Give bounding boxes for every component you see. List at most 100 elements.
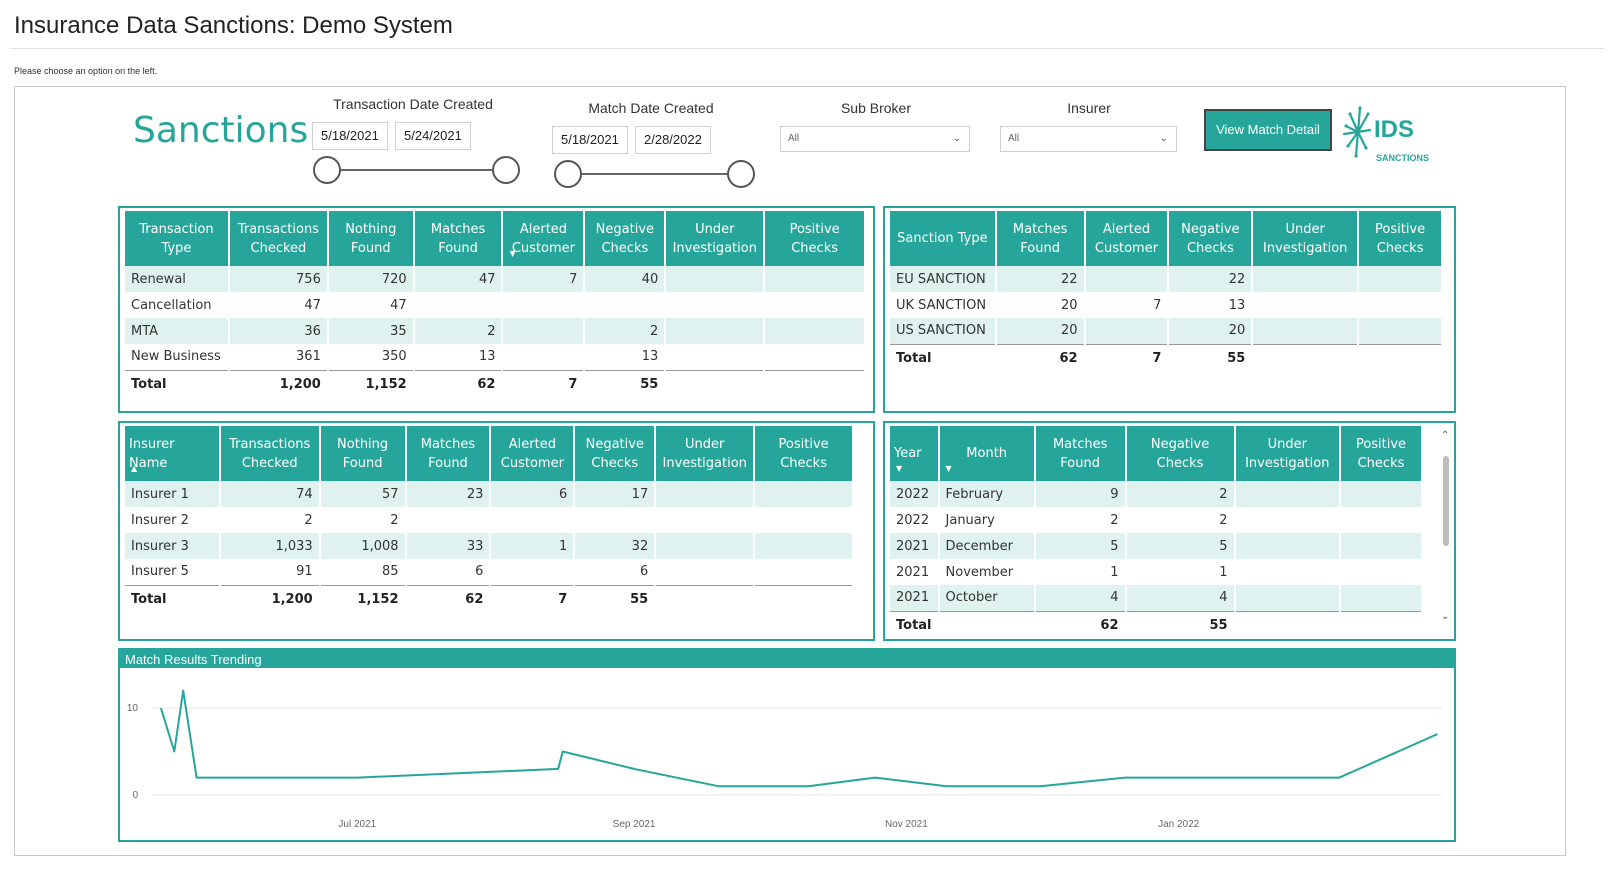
match-date-end-input[interactable]: 2/28/2022 [635, 126, 711, 154]
table-cell: 9 [1034, 481, 1127, 507]
table-cell [665, 266, 766, 292]
ids-sanctions-logo: IDS SANCTIONS [1340, 100, 1440, 166]
table-cell [754, 481, 854, 507]
view-match-detail-button[interactable]: View Match Detail [1204, 109, 1332, 151]
col-header-sorted[interactable]: Month ▼ [938, 426, 1036, 481]
table-row[interactable]: Insurer 2 2 2 [125, 507, 854, 533]
col-header[interactable]: Sanction Type [890, 211, 997, 266]
scroll-up-icon[interactable]: ⌃ [1441, 430, 1450, 441]
table-cell: 55 [1168, 343, 1254, 372]
table-cell: 62 [405, 584, 492, 613]
table-cell [1358, 343, 1443, 372]
table-cell: 1,033 [219, 533, 321, 559]
table-cell: 47 [228, 292, 329, 318]
col-header[interactable]: Transaction Type [125, 211, 230, 266]
table-cell: 4 [1034, 585, 1127, 611]
table-cell: 55 [574, 584, 657, 613]
col-header[interactable]: Positive Checks [754, 426, 854, 481]
match-date-start-handle[interactable] [554, 160, 582, 188]
table-row[interactable]: Renewal 756 720 47 7 40 [125, 266, 866, 292]
sort-desc-icon: ▼ [945, 464, 952, 473]
table-cell: 7 [1084, 343, 1170, 372]
transaction-date-start-handle[interactable] [313, 156, 341, 184]
table-row[interactable]: Insurer 5 91 85 6 6 [125, 559, 854, 585]
col-header[interactable]: Negative Checks [1125, 426, 1236, 481]
table-cell: 85 [319, 559, 407, 585]
scroll-down-icon[interactable]: ⌄ [1441, 611, 1450, 622]
table-cell: 35 [327, 318, 415, 344]
table-cell: 1,200 [219, 584, 321, 613]
col-header[interactable]: Matches Found [413, 211, 504, 266]
total-row: Total 1,200 1,152 62 7 55 [125, 369, 866, 398]
table-cell [1358, 318, 1443, 344]
transaction-date-end-input[interactable]: 5/24/2021 [395, 122, 471, 150]
table-cell: 57 [319, 481, 407, 507]
year-month-scrollbar[interactable]: ⌃ ⌄ [1440, 428, 1452, 624]
match-date-start-input[interactable]: 5/18/2021 [552, 126, 628, 154]
table-row[interactable]: Cancellation 47 47 [125, 292, 866, 318]
table-row[interactable]: 2021 November 1 1 [890, 559, 1423, 585]
table-cell: 5 [1034, 533, 1127, 559]
col-header[interactable]: Alerted Customer [490, 426, 576, 481]
table-cell [665, 369, 766, 398]
table-row[interactable]: US SANCTION 20 20 [890, 318, 1443, 344]
col-header[interactable]: Under Investigation [665, 211, 766, 266]
table-row[interactable]: 2021 December 5 5 [890, 533, 1423, 559]
table-cell: 91 [219, 559, 321, 585]
insurer-dropdown[interactable]: All ⌄ [1000, 126, 1177, 152]
col-header[interactable]: Positive Checks [764, 211, 866, 266]
y-tick-label: 0 [132, 790, 138, 801]
col-header[interactable]: Nothing Found [319, 426, 407, 481]
table-row[interactable]: New Business 361 350 13 13 [125, 344, 866, 370]
table-cell: 20 [995, 292, 1086, 318]
table-cell: Renewal [125, 266, 230, 292]
col-header[interactable]: Negative Checks [574, 426, 657, 481]
col-header[interactable]: Matches Found [995, 211, 1086, 266]
match-date-slider-track[interactable] [568, 173, 742, 175]
transaction-date-end-handle[interactable] [492, 156, 520, 184]
col-header[interactable]: Alerted Customer [1084, 211, 1170, 266]
table-row[interactable]: EU SANCTION 22 22 [890, 266, 1443, 292]
table-row[interactable]: Insurer 1 74 57 23 6 17 [125, 481, 854, 507]
table-cell: 6 [405, 559, 492, 585]
y-tick-label: 10 [127, 703, 139, 714]
sub-broker-dropdown[interactable]: All ⌄ [780, 126, 970, 152]
col-header-sorted[interactable]: Alerted Customer ▼ [502, 211, 586, 266]
match-date-end-handle[interactable] [727, 160, 755, 188]
table-cell [665, 318, 766, 344]
col-header[interactable]: Under Investigation [1234, 426, 1342, 481]
table-cell: 62 [413, 369, 504, 398]
table-cell [665, 344, 766, 370]
col-header-sorted[interactable]: Insurer Name ▲ [125, 426, 221, 481]
col-header[interactable]: Negative Checks [584, 211, 667, 266]
col-header[interactable]: Under Investigation [655, 426, 756, 481]
table-cell [405, 507, 492, 533]
col-header[interactable]: Positive Checks [1340, 426, 1423, 481]
table-cell [1340, 481, 1423, 507]
table-row[interactable]: 2022 January 2 2 [890, 507, 1423, 533]
scrollbar-thumb[interactable] [1443, 456, 1449, 546]
table-cell: 74 [219, 481, 321, 507]
table-row[interactable]: MTA 36 35 2 2 [125, 318, 866, 344]
col-header[interactable]: Matches Found [405, 426, 492, 481]
col-header-sorted[interactable]: Year ▼ [890, 426, 940, 481]
col-header[interactable]: Transactions Checked [228, 211, 329, 266]
table-cell [1340, 559, 1423, 585]
col-header[interactable]: Transactions Checked [219, 426, 321, 481]
col-header[interactable]: Negative Checks [1168, 211, 1254, 266]
table-row[interactable]: 2022 February 9 2 [890, 481, 1423, 507]
table-row[interactable]: UK SANCTION 20 7 13 [890, 292, 1443, 318]
table-cell: 2 [219, 507, 321, 533]
transaction-type-table: Transaction Type Transactions Checked No… [125, 211, 866, 398]
col-header[interactable]: Matches Found [1034, 426, 1127, 481]
table-cell: 7 [1084, 292, 1170, 318]
table-cell: 32 [574, 533, 657, 559]
transaction-date-start-input[interactable]: 5/18/2021 [312, 122, 388, 150]
col-header[interactable]: Nothing Found [327, 211, 415, 266]
transaction-date-slider-track[interactable] [328, 169, 506, 171]
col-header[interactable]: Under Investigation [1252, 211, 1360, 266]
sort-asc-icon: ▲ [131, 464, 138, 473]
table-row[interactable]: Insurer 3 1,033 1,008 33 1 32 [125, 533, 854, 559]
table-row[interactable]: 2021 October 4 4 [890, 585, 1423, 611]
col-header[interactable]: Positive Checks [1358, 211, 1443, 266]
